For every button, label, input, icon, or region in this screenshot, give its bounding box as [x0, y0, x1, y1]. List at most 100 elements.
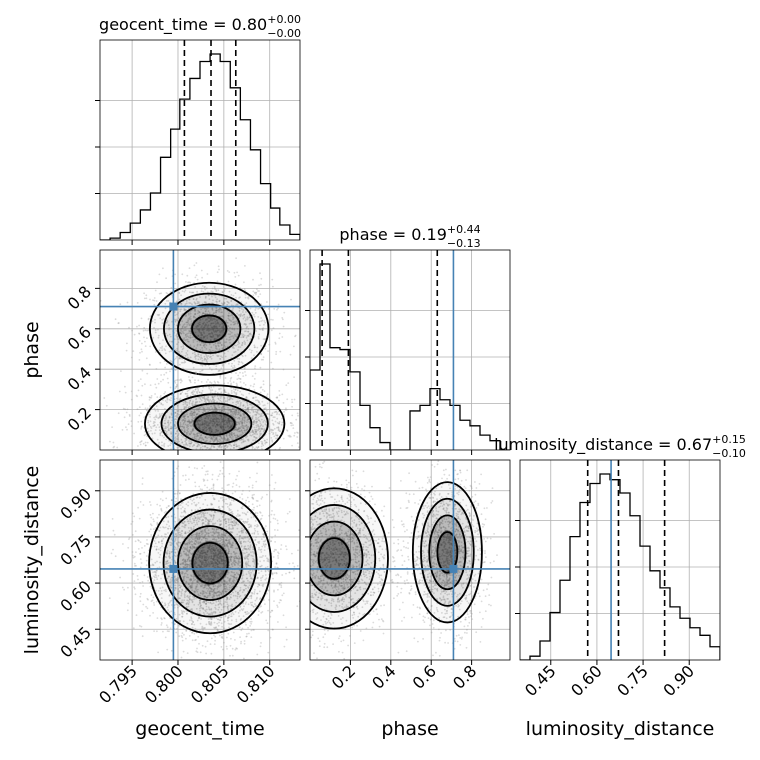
sample-point [217, 355, 219, 358]
sample-point [230, 365, 233, 367]
sample-point [277, 426, 280, 429]
sample-point [236, 429, 238, 432]
sample-point [218, 310, 221, 313]
sample-point [150, 534, 153, 536]
sample-point [195, 401, 198, 403]
sample-point [259, 366, 262, 369]
sample-point [302, 427, 304, 429]
sample-point [160, 374, 163, 376]
sample-point [181, 429, 184, 432]
sample-point [199, 592, 202, 594]
sample-point [214, 318, 217, 321]
sample-point [225, 297, 228, 300]
sample-point [301, 439, 303, 441]
sample-point [190, 320, 193, 322]
sample-point [211, 550, 214, 553]
sample-point [216, 391, 219, 394]
sample-point [149, 345, 152, 348]
sample-point [225, 645, 228, 648]
sample-point [170, 360, 173, 363]
sample-point [230, 425, 233, 427]
sample-point [109, 440, 111, 443]
sample-point [150, 454, 152, 456]
sample-point [243, 419, 246, 422]
sample-point [215, 289, 218, 291]
sample-point [183, 415, 186, 418]
sample-point [196, 290, 199, 293]
sample-point [171, 320, 174, 323]
sample-point [266, 301, 268, 303]
sample-point [249, 421, 251, 424]
sample-point [253, 493, 255, 496]
sample-point [148, 424, 151, 426]
sample-point [228, 336, 231, 339]
sample-point [291, 444, 293, 447]
sample-point [193, 444, 195, 446]
sample-point [220, 426, 223, 429]
sample-point [213, 327, 216, 329]
sample-point [192, 400, 194, 403]
sample-point [176, 429, 179, 432]
sample-point [288, 498, 291, 500]
sample-point [221, 409, 224, 412]
sample-point [289, 353, 292, 356]
sample-point [205, 318, 208, 320]
sample-point [233, 359, 236, 362]
sample-point [144, 345, 147, 347]
sample-point [212, 329, 215, 331]
sample-point [194, 316, 197, 319]
sample-point [217, 397, 220, 400]
sample-point [216, 395, 219, 397]
sample-point [178, 590, 181, 593]
sample-point [250, 577, 253, 580]
sample-point [239, 296, 241, 299]
sample-point [215, 437, 218, 439]
sample-point [202, 312, 205, 315]
sample-point [158, 541, 160, 544]
sample-point [194, 441, 197, 444]
sample-point [205, 429, 207, 432]
sample-point [190, 392, 193, 394]
sample-point [278, 332, 281, 335]
sample-point [198, 420, 201, 422]
sample-point [232, 438, 235, 441]
sample-point [179, 397, 182, 400]
sample-point [192, 298, 195, 300]
sample-point [181, 320, 184, 323]
sample-point [237, 400, 240, 403]
sample-point [256, 351, 258, 353]
sample-point [269, 611, 272, 614]
sample-point [223, 396, 226, 399]
sample-point [221, 326, 223, 328]
sample-point [210, 386, 213, 389]
sample-point [221, 406, 224, 409]
sample-point [247, 418, 250, 421]
sample-point [272, 429, 274, 432]
sample-point [237, 435, 240, 438]
y-tick-label: 0.6 [64, 322, 95, 353]
sample-point [166, 363, 168, 365]
sample-point [253, 573, 255, 576]
sample-point [227, 406, 230, 409]
sample-point [166, 292, 169, 295]
sample-point [200, 356, 203, 359]
sample-point [222, 418, 225, 420]
sample-point [164, 352, 167, 355]
sample-point [208, 578, 211, 581]
sample-point [194, 403, 197, 406]
sample-point [185, 565, 188, 568]
sample-point [158, 401, 161, 404]
sample-point [217, 355, 220, 357]
sample-point [239, 378, 242, 380]
sample-point [247, 438, 250, 441]
sample-point [225, 321, 228, 324]
sample-point [218, 325, 221, 327]
sample-point [167, 453, 169, 455]
sample-point [183, 415, 185, 418]
sample-point [213, 317, 216, 320]
sample-point [254, 433, 256, 435]
sample-point [261, 447, 263, 450]
sample-point [206, 540, 208, 543]
sample-point [202, 312, 204, 314]
sample-point [245, 561, 248, 563]
